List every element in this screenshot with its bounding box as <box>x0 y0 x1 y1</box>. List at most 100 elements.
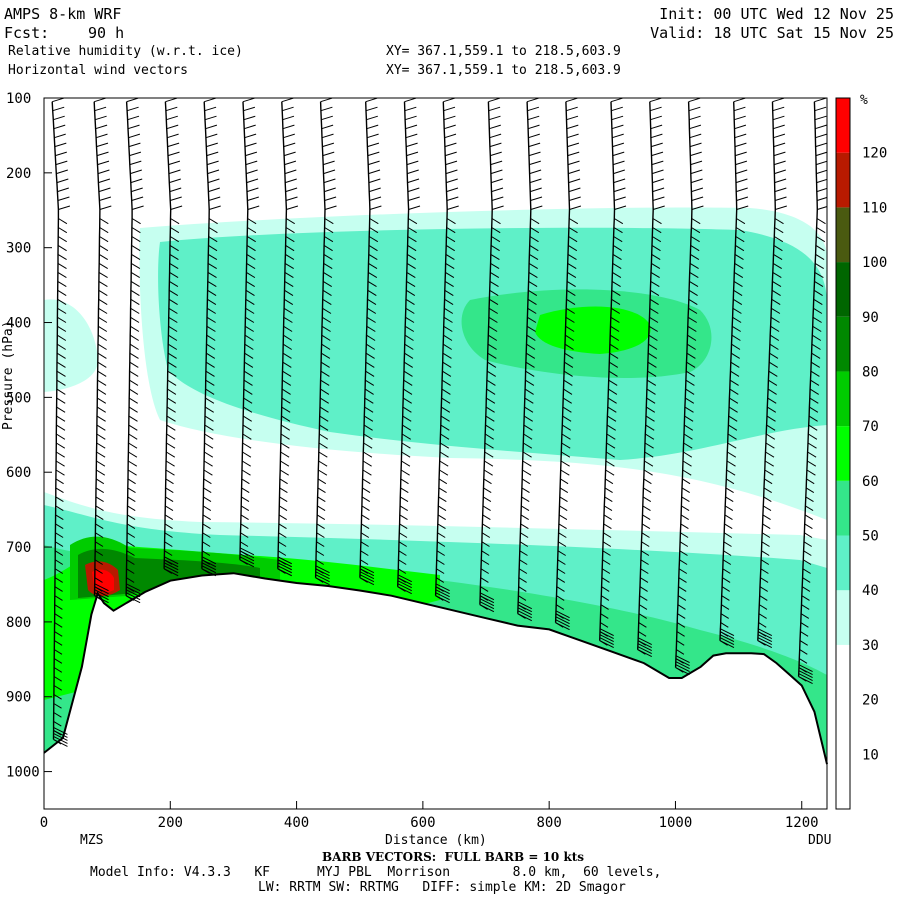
wind-barb-flag <box>443 98 455 103</box>
wind-barb-flag <box>318 442 328 449</box>
wind-barb-flag <box>318 460 328 467</box>
wind-barb-flag <box>244 325 254 332</box>
wind-barb-flag <box>362 460 372 467</box>
wind-barb-flag <box>517 604 533 613</box>
colorbar-bin <box>836 262 850 317</box>
wind-barb-flag <box>648 334 658 341</box>
wind-barb-flag <box>96 451 106 458</box>
wind-barb-flag <box>690 160 703 166</box>
wind-barb-flag <box>523 415 533 422</box>
wind-barb-flag <box>285 253 295 261</box>
wind-barb-flag <box>167 370 177 377</box>
wind-barb-flag <box>281 98 294 103</box>
wind-barb-flag <box>568 244 578 252</box>
wind-barb-flag <box>563 370 573 377</box>
wind-barb-flag <box>799 658 808 664</box>
wind-barb-flag <box>168 334 178 341</box>
wind-barb-flag <box>691 205 704 210</box>
wind-barb-flag <box>205 388 215 395</box>
wind-barb-flag <box>208 253 218 261</box>
wind-barb-flag <box>320 106 333 112</box>
wind-barb-flag <box>645 433 655 440</box>
wind-barb-flag <box>165 478 174 485</box>
wind-barb-flag <box>611 280 621 288</box>
wind-barb-flag <box>164 550 173 556</box>
wind-barb-flag <box>169 253 179 261</box>
wind-barb-flag <box>57 187 69 193</box>
wind-barb-flag <box>128 433 138 440</box>
wind-barb-flag <box>407 178 420 184</box>
wind-barb-flag <box>316 523 325 530</box>
wind-barb-flag <box>435 586 450 595</box>
wind-barb-flag <box>518 577 527 583</box>
wind-barb-flag <box>163 556 179 565</box>
wind-barb-flag <box>366 334 376 341</box>
wind-barb-flag <box>483 496 492 503</box>
wind-barb-flag <box>53 732 68 741</box>
wind-barb-flag <box>55 505 64 512</box>
rh-region-upper-70 <box>535 306 651 354</box>
wind-barb-flag <box>99 253 109 261</box>
wind-barb-flag <box>611 115 624 121</box>
wind-barb-flag <box>606 424 616 431</box>
wind-barb-flag <box>407 253 417 261</box>
wind-barb-flag <box>94 592 109 601</box>
wind-barb-flag <box>565 316 575 323</box>
wind-barb-flag <box>58 205 71 210</box>
wind-barb-flag <box>94 115 107 121</box>
wind-barb-flag <box>323 169 336 175</box>
wind-barb-flag <box>130 289 140 297</box>
wind-barb-flag <box>321 352 331 359</box>
wind-barb-flag <box>208 196 221 201</box>
wind-barb-flag <box>773 160 786 166</box>
wind-barb-flag <box>403 370 413 377</box>
wind-barb-flag <box>527 124 540 130</box>
wind-barb-flag <box>564 352 574 359</box>
wind-barb-flag <box>400 478 409 485</box>
wind-barb-flag <box>757 637 773 646</box>
wind-barb-flag <box>402 397 412 404</box>
wind-barb-flag <box>735 236 745 243</box>
wind-barb-flag <box>285 178 297 184</box>
wind-barb-flag <box>735 178 748 184</box>
wind-barb-flag <box>206 343 216 350</box>
wind-barb-flag <box>403 361 413 368</box>
wind-barb-flag <box>369 227 379 234</box>
wind-barb-flag <box>813 289 823 297</box>
model-info: Model Info: V4.3.3 KF MYJ PBL Morrison 8… <box>90 865 662 880</box>
wind-barb-flag <box>613 178 626 184</box>
wind-barb-flag <box>55 478 64 485</box>
wind-barb-flag <box>204 106 217 112</box>
wind-barb-flag <box>734 142 747 148</box>
wind-barb-flag <box>645 424 655 431</box>
wind-barb-flag <box>317 478 327 485</box>
wind-barb-flag <box>770 325 780 332</box>
wind-barb-flag <box>806 469 816 476</box>
wind-barb-flag <box>244 334 254 341</box>
wind-barb-flag <box>487 361 497 368</box>
wind-barb-flag <box>204 433 214 440</box>
wind-barb-flag <box>208 227 218 234</box>
wind-barb-flag <box>246 236 256 243</box>
wind-barb-shaft <box>359 101 371 578</box>
wind-barb-flag <box>95 532 104 538</box>
wind-barb-flag <box>436 559 445 565</box>
wind-barb-flag <box>731 325 741 332</box>
wind-barb-flag <box>240 514 249 521</box>
wind-barb-flag <box>169 187 182 193</box>
x-tick-label: 1200 <box>785 815 819 831</box>
colorbar-label: 20 <box>862 693 879 709</box>
wind-barb-flag <box>766 415 776 422</box>
wind-barb-flag <box>564 361 574 368</box>
wind-barb-flag <box>319 433 329 440</box>
wind-barb-flag <box>638 631 647 637</box>
wind-barb-flag <box>523 433 533 440</box>
wind-barb-flag <box>527 298 537 306</box>
wind-barb-flag <box>680 514 689 521</box>
wind-barb-column <box>51 98 71 747</box>
wind-barb-flag <box>685 379 695 386</box>
wind-barb-flag <box>807 442 817 449</box>
wind-barb-flag <box>726 460 736 467</box>
wind-barb-flag <box>678 577 687 583</box>
wind-barb-flag <box>204 424 214 431</box>
